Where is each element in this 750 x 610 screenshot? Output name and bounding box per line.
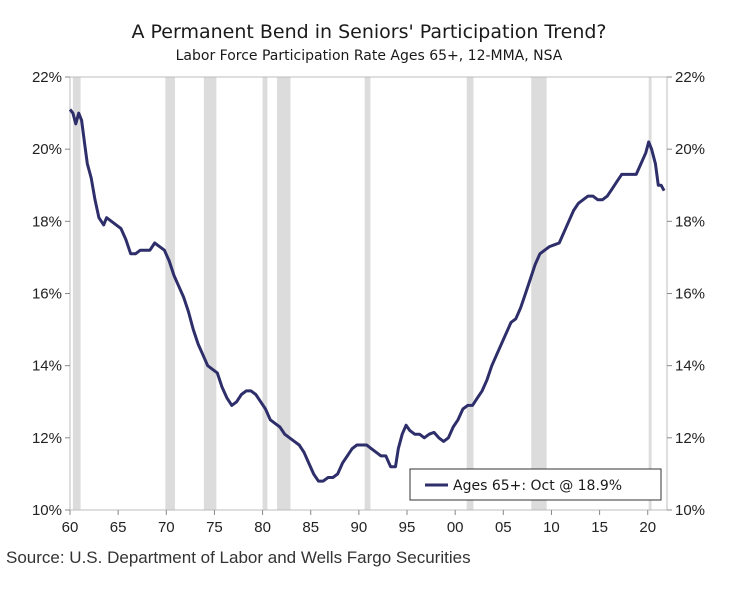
x-tick-label: 05 [495, 519, 512, 536]
y-axis-right: 10% 12% 14% 16% 18% 20% 22% [667, 69, 705, 519]
x-tick-label: 20 [639, 519, 656, 536]
x-tick-label: 95 [399, 519, 416, 536]
y-tick-label-left: 10% [32, 502, 62, 519]
series-layer [68, 108, 666, 483]
x-tick-label: 90 [351, 519, 368, 536]
y-tick-label-left: 14% [32, 358, 62, 375]
recession-band-2 [203, 77, 217, 510]
y-tick-label-right: 18% [675, 213, 705, 230]
y-tick-label-left: 16% [32, 286, 62, 303]
recession-band-3 [262, 77, 268, 510]
x-tick-label: 65 [110, 519, 127, 536]
recession-band-0 [72, 77, 81, 510]
recession-bands [72, 77, 652, 510]
legend-label: Ages 65+: Oct @ 18.9% [453, 478, 622, 494]
recession-band-8 [648, 77, 652, 510]
y-tick-label-left: 12% [32, 430, 62, 447]
x-tick-label: 15 [591, 519, 608, 536]
chart-subtitle: Labor Force Participation Rate Ages 65+,… [176, 48, 563, 64]
y-tick-label-left: 20% [32, 141, 62, 158]
x-tick-label: 80 [254, 519, 271, 536]
recession-band-1 [165, 77, 175, 510]
y-tick-label-left: 22% [32, 69, 62, 86]
y-tick-label-right: 22% [675, 69, 705, 86]
x-axis: 60 65 70 75 80 85 90 95 00 05 10 15 20 [62, 510, 656, 536]
source-note: Source: U.S. Department of Labor and Wel… [6, 548, 471, 567]
series-line-0 [68, 108, 666, 483]
y-tick-label-left: 18% [32, 213, 62, 230]
x-tick-label: 60 [62, 519, 79, 536]
x-tick-label: 00 [447, 519, 464, 536]
y-tick-label-right: 10% [675, 502, 705, 519]
x-tick-label: 10 [543, 519, 560, 536]
y-tick-label-right: 16% [675, 286, 705, 303]
x-tick-label: 75 [206, 519, 223, 536]
y-tick-label-right: 12% [675, 430, 705, 447]
recession-band-4 [277, 77, 291, 510]
legend-box [409, 468, 662, 501]
x-tick-label: 70 [158, 519, 175, 536]
x-tick-label: 85 [302, 519, 319, 536]
y-tick-label-right: 14% [675, 358, 705, 375]
recession-band-5 [364, 77, 371, 510]
recession-band-6 [466, 77, 474, 510]
recession-band-7 [531, 77, 547, 510]
y-axis-left: 10% 12% 14% 16% 18% 20% 22% [32, 69, 70, 519]
legend: Ages 65+: Oct @ 18.9% [409, 468, 662, 501]
y-tick-label-right: 20% [675, 141, 705, 158]
chart-title: A Permanent Bend in Seniors' Participati… [131, 21, 606, 43]
